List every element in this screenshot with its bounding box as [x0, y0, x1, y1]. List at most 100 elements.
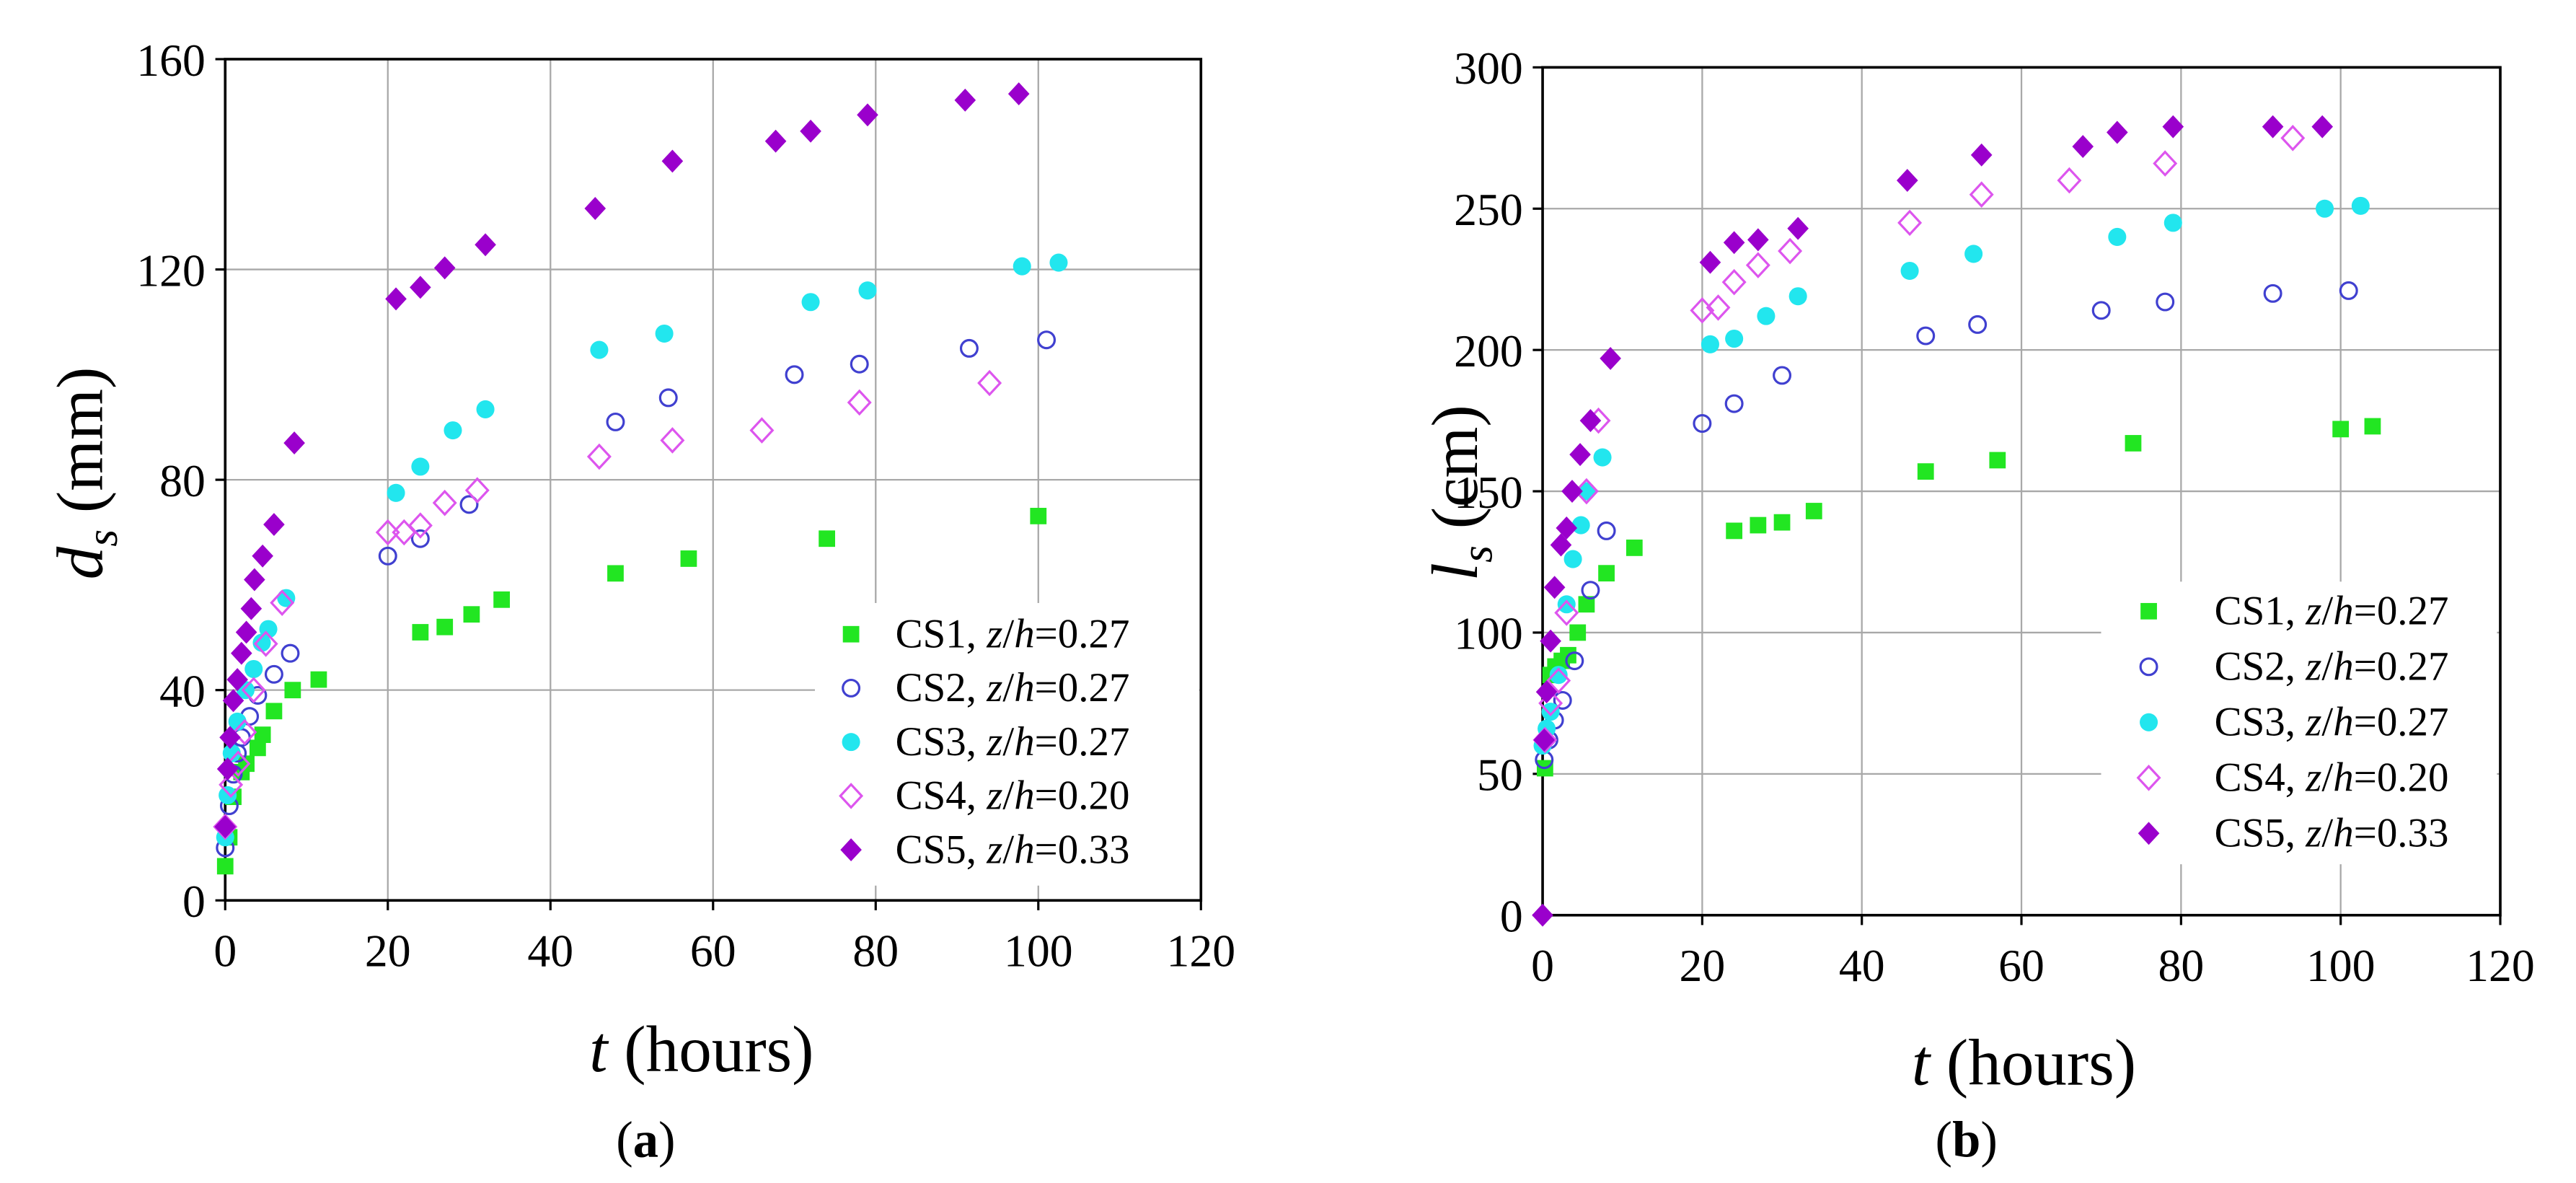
cs1-point	[265, 703, 283, 720]
cs5-point	[263, 513, 285, 537]
cs3-point	[590, 340, 609, 359]
cs2-point	[281, 643, 300, 663]
cs3-point	[2316, 199, 2334, 218]
legend-variable: z	[986, 827, 1002, 872]
cs4-point	[2280, 125, 2306, 151]
cs5-point	[231, 641, 252, 665]
series-cs5	[1532, 115, 2334, 927]
cs4-point	[1574, 478, 1599, 505]
legend-variable: z	[2305, 644, 2321, 690]
cs1-point	[607, 565, 624, 582]
cs1-point	[819, 530, 836, 547]
y-axis-subscript: s	[1452, 545, 1501, 563]
cs1-point	[412, 624, 429, 641]
legend-background	[2101, 581, 2497, 865]
legend-label-cs3: CS3, z/h=0.27	[2215, 700, 2449, 745]
cs3-point	[655, 324, 674, 343]
x-tick-label: 100	[1004, 925, 1073, 976]
cs3-point	[277, 589, 296, 607]
cs1-point	[254, 726, 271, 744]
legend-label-cs2: CS2, z/h=0.27	[2215, 644, 2449, 690]
y-axis-unit: (cm)	[1419, 405, 1491, 545]
legend-text-run: =0.20	[1035, 773, 1130, 819]
legend-text-run: CS5,	[896, 827, 987, 872]
panel-letter: b	[1952, 1112, 1980, 1169]
cs3-point	[858, 281, 877, 300]
y-tick-label: 200	[1454, 325, 1523, 377]
legend: CS1, z/h=0.27 CS2, z/h=0.27 CS3, z/h=0.27 C…	[2101, 581, 2497, 865]
y-tick-label: 40	[159, 665, 206, 716]
x-tick-label: 100	[2306, 940, 2376, 991]
y-tick-label: 50	[1477, 749, 1523, 801]
series-cs1	[216, 508, 1047, 875]
cs2-point	[1565, 651, 1584, 671]
cs3-point	[411, 457, 430, 476]
cs4-point	[1897, 209, 1923, 237]
legend-variable: h	[2333, 644, 2353, 690]
y-tick-label: 150	[1454, 467, 1523, 518]
legend-variable: h	[1014, 773, 1034, 819]
cs4-point	[1745, 252, 1770, 278]
cs5-point	[1533, 728, 1556, 752]
legend-marker-cs1	[842, 625, 860, 643]
cs5-point	[1535, 680, 1558, 704]
legend-label-cs1: CS1, z/h=0.27	[2215, 589, 2449, 634]
cs5-point	[1556, 516, 1578, 540]
cs3-point	[1563, 550, 1582, 568]
legend-variable: h	[1014, 719, 1034, 765]
legend-variable: z	[2305, 700, 2321, 745]
legend-variable: z	[986, 611, 1002, 656]
legend-marker-cs3	[2140, 713, 2158, 731]
panel-parenthesis: )	[1980, 1112, 1998, 1169]
x-tick-label: 0	[213, 925, 237, 976]
chart-a: 0 20 40 60 80 100 120 0 40 80 120 160 t (hours) ds (m…	[43, 35, 1235, 1169]
cs3-point	[1788, 287, 1807, 306]
cs2-point	[459, 495, 479, 514]
x-axis-variable: t	[589, 1013, 609, 1086]
x-tick-label: 80	[2158, 940, 2204, 991]
cs4-point	[1706, 294, 1731, 321]
legend-text-run: =0.27	[1035, 665, 1130, 711]
cs4-point	[1778, 237, 1803, 265]
cs5-point	[283, 431, 305, 455]
cs3-point	[1964, 245, 1983, 263]
legend-label-cs4: CS4, z/h=0.20	[2215, 755, 2449, 801]
cs2-point	[1581, 581, 1600, 600]
cs1-point	[1598, 565, 1615, 582]
legend-text-run: =0.33	[1035, 827, 1130, 872]
cs5-point	[226, 668, 248, 692]
legend-variable: h	[1014, 611, 1034, 656]
legend-label-cs3: CS3, z/h=0.27	[896, 719, 1130, 765]
cs4-point	[586, 443, 612, 470]
legend-variable: z	[2305, 811, 2321, 856]
cs5-point	[1561, 480, 1583, 503]
cs5-point	[2262, 115, 2284, 138]
cs5-point	[410, 276, 431, 299]
legend-text-run: /	[1002, 611, 1014, 656]
cs2-point	[658, 388, 678, 408]
y-axis-title: ls (cm)	[1419, 405, 1502, 581]
panel-parenthesis: (	[1936, 1112, 1953, 1169]
cs5-point	[2311, 115, 2334, 138]
cs5-point	[475, 233, 496, 257]
legend-variable: h	[2333, 811, 2353, 856]
cs2-point	[2156, 292, 2175, 312]
x-tick-label: 120	[2466, 940, 2535, 991]
cs4-point	[977, 369, 1002, 397]
legend-text-run: =0.33	[2354, 811, 2449, 856]
cs5-point	[252, 544, 273, 568]
legend-text-run: /	[2321, 811, 2333, 856]
legend-label-cs1: CS1, z/h=0.27	[896, 611, 1130, 656]
y-tick-label: 0	[182, 876, 206, 927]
cs4-point	[232, 718, 257, 746]
legend-variable: h	[1014, 827, 1034, 872]
cs1-point	[463, 606, 480, 623]
legend-variable: z	[986, 773, 1002, 819]
cs5-point	[1007, 82, 1030, 106]
legend-marker-cs4	[2136, 765, 2161, 791]
cs3-point	[1557, 595, 1576, 614]
cs3-point	[444, 421, 462, 440]
legend-text-run: CS1,	[2215, 589, 2306, 634]
cs1-point	[1750, 516, 1767, 534]
cs4-point	[226, 750, 251, 777]
